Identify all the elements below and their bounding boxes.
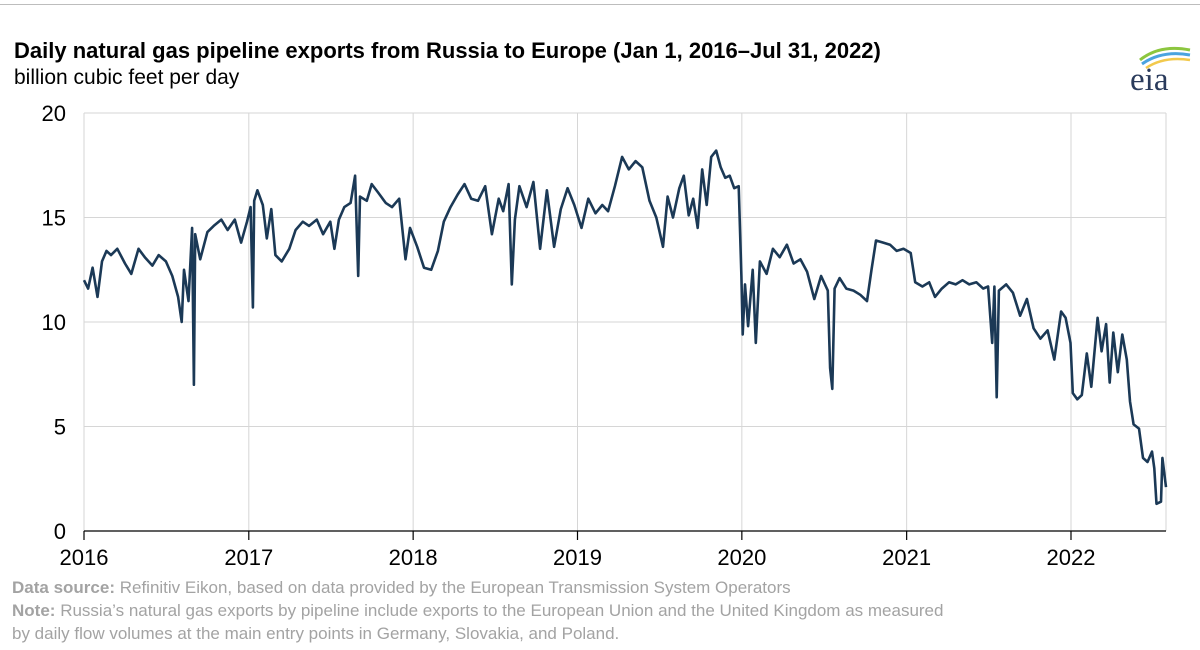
y-tick-label: 20 (42, 101, 66, 126)
x-tick-label: 2018 (389, 545, 438, 570)
logo-arc-blue (1141, 52, 1191, 66)
logo-arc-green (1139, 46, 1191, 62)
data-source-text: Refinitiv Eikon, based on data provided … (119, 578, 791, 597)
x-tick-label: 2022 (1047, 545, 1096, 570)
top-rule (0, 4, 1200, 5)
note-line: Note: Russia’s natural gas exports by pi… (12, 601, 943, 621)
x-tick-label: 2016 (60, 545, 109, 570)
y-tick-label: 5 (54, 415, 66, 440)
note-text-line2: by daily flow volumes at the main entry … (12, 624, 620, 643)
note-label: Note: (12, 601, 56, 620)
y-tick-label: 0 (54, 519, 66, 544)
grid-lines (83, 112, 1167, 531)
x-tick-label: 2021 (882, 545, 931, 570)
series-line (82, 149, 1168, 506)
data-source-label: Data source: (12, 578, 115, 597)
eia-logo-icon (1139, 46, 1191, 70)
y-tick-label: 10 (42, 310, 66, 335)
chart-title: Daily natural gas pipeline exports from … (14, 38, 881, 63)
x-tick-label: 2020 (717, 545, 766, 570)
x-axis-ticks: 2016 2017 2018 2019 2020 2021 2022 (60, 531, 1096, 570)
eia-logo-text: eia (1130, 62, 1169, 98)
x-tick-label: 2017 (224, 545, 273, 570)
data-source-line: Data source: Refinitiv Eikon, based on d… (12, 578, 791, 598)
logo-arc-yellow (1145, 57, 1191, 70)
y-tick-label: 15 (42, 206, 66, 231)
chart-subtitle: billion cubic feet per day (14, 66, 240, 89)
x-tick-label: 2019 (553, 545, 602, 570)
y-axis-ticks: 0 5 10 15 20 (42, 101, 66, 544)
note-text-line1: Russia’s natural gas exports by pipeline… (60, 601, 944, 620)
note-line-2: by daily flow volumes at the main entry … (12, 624, 619, 644)
